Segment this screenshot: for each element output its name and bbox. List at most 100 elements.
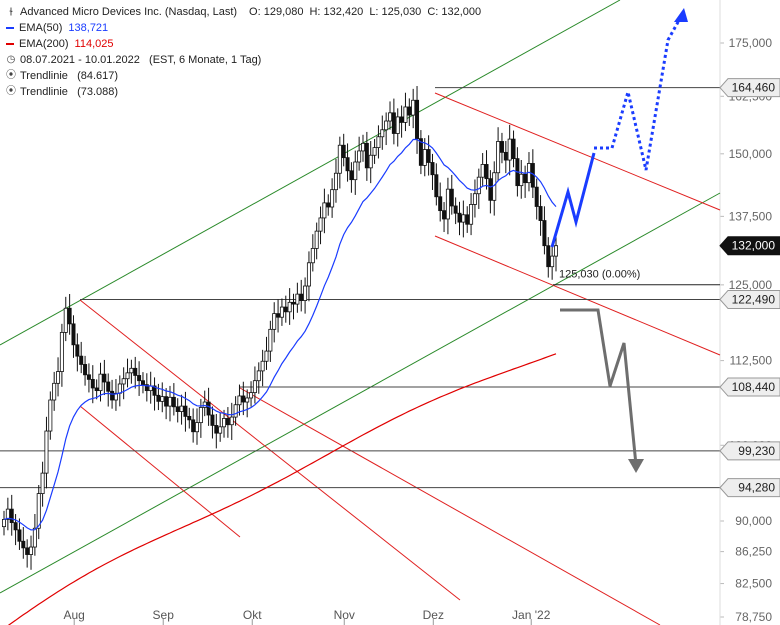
candle-body bbox=[422, 149, 427, 166]
bullish-path-dotted bbox=[594, 14, 684, 171]
candle-body bbox=[388, 112, 393, 122]
candle-body bbox=[399, 116, 404, 123]
price-level-badge bbox=[719, 236, 780, 256]
candle-body bbox=[86, 374, 91, 380]
candle-body bbox=[426, 149, 431, 163]
candle-body bbox=[480, 164, 485, 178]
clock-icon: ◷ bbox=[6, 54, 16, 65]
candle-body bbox=[160, 396, 165, 402]
green-channel-upper bbox=[0, 0, 621, 346]
legend-range-row[interactable]: ◷ 08.07.2021 - 10.01.2022 (EST, 6 Monate… bbox=[6, 52, 487, 68]
candle-body bbox=[546, 245, 551, 268]
price-level-badge bbox=[719, 377, 780, 397]
candle-body bbox=[272, 313, 277, 330]
candle-body bbox=[249, 392, 254, 399]
candle-body bbox=[137, 375, 142, 382]
price-level-label: 164,460 bbox=[732, 81, 776, 95]
candle-body bbox=[322, 202, 327, 219]
candle-body bbox=[125, 372, 130, 380]
x-tick-label: Nov bbox=[334, 608, 355, 622]
candle-body bbox=[83, 364, 88, 376]
candlestick-icon: ⫳ bbox=[8, 6, 14, 17]
candle-body bbox=[488, 178, 493, 201]
candle-body bbox=[144, 384, 149, 392]
candle-body bbox=[21, 540, 26, 549]
chart-legend: ⫳ Advanced Micro Devices Inc. (Nasdaq, L… bbox=[6, 4, 487, 100]
candle-body bbox=[314, 230, 319, 249]
price-level-label: 94,280 bbox=[738, 481, 775, 495]
candle-body bbox=[175, 406, 180, 412]
legend-ema50-row[interactable]: EMA(50) 138,721 bbox=[6, 20, 487, 36]
candle-body bbox=[59, 332, 64, 372]
candle-body bbox=[457, 212, 462, 223]
candle-body bbox=[337, 144, 342, 174]
candle-body bbox=[276, 313, 281, 318]
candle-body bbox=[449, 188, 454, 207]
legend-low: L: 125,030 bbox=[369, 6, 422, 18]
candle-body bbox=[295, 293, 300, 305]
candle-body bbox=[550, 255, 555, 268]
candle-body bbox=[5, 508, 10, 520]
bullish-arrowhead bbox=[674, 8, 688, 22]
price-level-badge bbox=[719, 78, 780, 98]
candle-body bbox=[191, 419, 196, 433]
candle-body bbox=[264, 350, 269, 362]
candle-body bbox=[519, 173, 524, 187]
y-tick-label: 150,000 bbox=[729, 147, 773, 161]
target-icon: ⦿ bbox=[6, 70, 16, 81]
candle-body bbox=[496, 141, 501, 174]
low-annotation: 125,030 (0.00%) bbox=[559, 269, 640, 281]
candle-body bbox=[434, 174, 439, 198]
candle-body bbox=[303, 285, 308, 301]
candle-body bbox=[17, 529, 22, 542]
y-tick-label: 78,750 bbox=[735, 610, 772, 624]
price-level-label: 108,440 bbox=[732, 380, 776, 394]
legend-ema200-row[interactable]: EMA(200) 114,025 bbox=[6, 36, 487, 52]
candle-body bbox=[129, 367, 134, 374]
candle-body bbox=[534, 186, 539, 207]
y-tick-label: 86,250 bbox=[735, 545, 772, 559]
candle-body bbox=[372, 147, 377, 156]
candle-body bbox=[376, 136, 381, 149]
candle-body bbox=[171, 396, 176, 408]
ema50-line bbox=[3, 138, 557, 531]
candle-body bbox=[461, 214, 466, 223]
candle-body bbox=[299, 293, 304, 301]
candle-body bbox=[98, 373, 103, 392]
candle-body bbox=[333, 172, 338, 191]
candle-body bbox=[318, 217, 323, 232]
green-channel-lower bbox=[0, 192, 721, 594]
candle-body bbox=[214, 425, 219, 434]
candle-body bbox=[102, 373, 107, 383]
candle-body bbox=[206, 401, 211, 416]
ema200-line bbox=[7, 353, 557, 625]
candle-body bbox=[364, 142, 369, 169]
candle-body bbox=[233, 404, 238, 418]
y-tick-label: 137,500 bbox=[729, 209, 773, 223]
candle-body bbox=[310, 248, 315, 264]
candle-body bbox=[198, 407, 203, 424]
y-tick-label: 112,500 bbox=[730, 354, 773, 368]
candle-body bbox=[353, 161, 358, 181]
candle-body bbox=[218, 426, 223, 434]
x-tick-label: Aug bbox=[64, 608, 85, 622]
red-downtrend-lower bbox=[434, 235, 721, 356]
candle-body bbox=[90, 378, 95, 389]
candle-body bbox=[202, 401, 207, 408]
candle-body bbox=[554, 245, 559, 257]
candle-body bbox=[330, 189, 335, 208]
legend-open: O: 129,080 bbox=[249, 6, 304, 18]
candle-body bbox=[71, 323, 76, 346]
candle-body bbox=[40, 472, 45, 494]
candle-body bbox=[229, 416, 234, 426]
red-channel-upper bbox=[79, 299, 461, 601]
candle-body bbox=[106, 381, 111, 392]
legend-trend1-row[interactable]: ⦿ Trendlinie (84.617) bbox=[6, 68, 487, 84]
candle-body bbox=[542, 220, 547, 247]
x-tick-label: Okt bbox=[243, 608, 262, 622]
red-downtrend-upper bbox=[434, 92, 721, 211]
legend-trend2-row[interactable]: ⦿ Trendlinie (73.088) bbox=[6, 84, 487, 100]
candle-body bbox=[29, 546, 34, 555]
candle-body bbox=[67, 307, 72, 325]
candle-body bbox=[523, 173, 528, 184]
